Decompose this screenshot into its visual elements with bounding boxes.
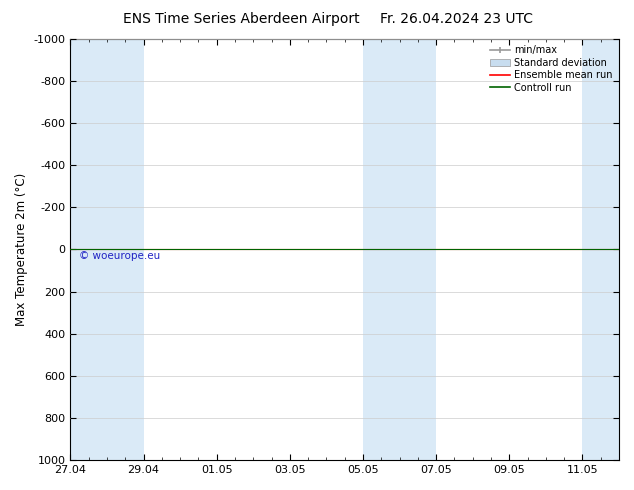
Text: © woeurope.eu: © woeurope.eu — [79, 251, 160, 262]
Legend: min/max, Standard deviation, Ensemble mean run, Controll run: min/max, Standard deviation, Ensemble me… — [488, 44, 614, 95]
Bar — [107, 39, 143, 460]
Text: Fr. 26.04.2024 23 UTC: Fr. 26.04.2024 23 UTC — [380, 12, 533, 26]
Y-axis label: Max Temperature 2m (°C): Max Temperature 2m (°C) — [15, 173, 28, 326]
Bar — [583, 39, 619, 460]
Bar — [70, 39, 107, 460]
Bar — [399, 39, 436, 460]
Bar — [363, 39, 399, 460]
Text: ENS Time Series Aberdeen Airport: ENS Time Series Aberdeen Airport — [122, 12, 359, 26]
